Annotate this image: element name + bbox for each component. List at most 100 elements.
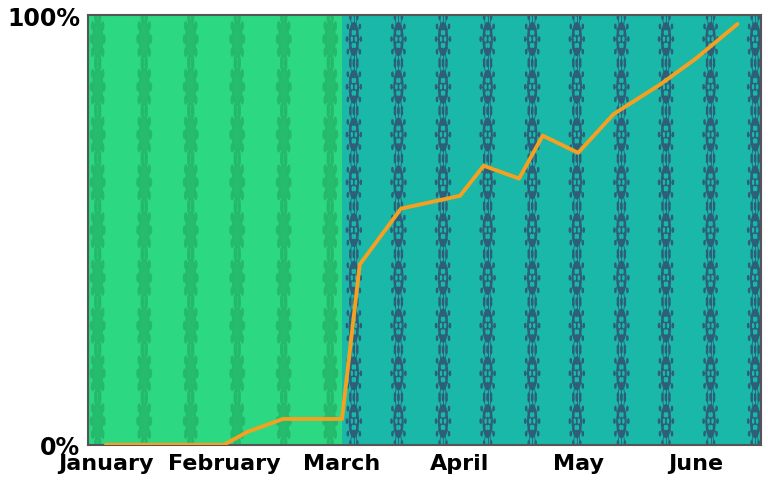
Circle shape: [760, 241, 762, 245]
Circle shape: [405, 38, 406, 42]
Circle shape: [353, 12, 354, 17]
Circle shape: [351, 85, 353, 90]
Circle shape: [238, 110, 240, 118]
Circle shape: [331, 200, 333, 208]
Circle shape: [624, 108, 625, 111]
Circle shape: [194, 49, 197, 57]
Circle shape: [446, 64, 447, 68]
Circle shape: [667, 372, 668, 375]
Circle shape: [449, 38, 451, 42]
Circle shape: [397, 92, 398, 96]
Circle shape: [717, 276, 718, 280]
Circle shape: [394, 310, 403, 342]
Circle shape: [749, 384, 750, 388]
Circle shape: [491, 206, 492, 211]
Circle shape: [624, 254, 625, 259]
Circle shape: [347, 73, 349, 77]
Circle shape: [238, 343, 240, 351]
Circle shape: [617, 310, 626, 342]
Circle shape: [98, 153, 101, 161]
Circle shape: [184, 383, 187, 391]
Circle shape: [486, 127, 487, 131]
Circle shape: [534, 228, 535, 232]
Circle shape: [749, 336, 750, 341]
Circle shape: [619, 324, 620, 328]
Circle shape: [354, 222, 356, 226]
Circle shape: [91, 84, 93, 92]
Circle shape: [439, 346, 440, 350]
Circle shape: [622, 187, 623, 191]
Circle shape: [531, 254, 533, 258]
Circle shape: [622, 92, 623, 96]
Circle shape: [397, 413, 398, 417]
Circle shape: [98, 343, 101, 351]
Circle shape: [617, 155, 618, 159]
Circle shape: [710, 203, 711, 207]
Circle shape: [398, 60, 399, 64]
Circle shape: [331, 343, 333, 351]
Circle shape: [758, 108, 760, 111]
Circle shape: [576, 346, 578, 350]
Circle shape: [285, 439, 286, 446]
Circle shape: [397, 44, 398, 48]
Circle shape: [145, 58, 147, 65]
Circle shape: [672, 85, 674, 90]
Circle shape: [665, 396, 667, 401]
Circle shape: [488, 330, 489, 334]
Circle shape: [538, 228, 540, 233]
Circle shape: [486, 32, 487, 36]
Circle shape: [578, 85, 579, 90]
Circle shape: [288, 356, 290, 364]
Circle shape: [349, 346, 351, 350]
Circle shape: [91, 335, 94, 343]
Circle shape: [753, 44, 755, 48]
Circle shape: [93, 165, 103, 201]
Circle shape: [491, 251, 492, 254]
Circle shape: [758, 206, 760, 211]
Circle shape: [285, 105, 286, 113]
Circle shape: [664, 32, 666, 36]
Circle shape: [525, 264, 527, 268]
Circle shape: [288, 144, 290, 153]
Circle shape: [531, 12, 533, 17]
Circle shape: [326, 117, 335, 153]
Circle shape: [711, 222, 712, 226]
Circle shape: [484, 346, 485, 350]
Circle shape: [353, 63, 354, 67]
Circle shape: [716, 73, 717, 77]
Circle shape: [483, 24, 492, 56]
Circle shape: [711, 44, 712, 48]
Circle shape: [184, 179, 186, 187]
Circle shape: [622, 365, 623, 369]
Circle shape: [704, 264, 705, 268]
Circle shape: [230, 132, 232, 139]
Circle shape: [357, 441, 358, 445]
Circle shape: [671, 146, 673, 150]
Circle shape: [91, 431, 94, 438]
Circle shape: [436, 120, 438, 125]
Circle shape: [346, 181, 347, 185]
Circle shape: [285, 153, 286, 161]
Circle shape: [391, 324, 392, 328]
Circle shape: [627, 384, 628, 388]
Circle shape: [194, 71, 197, 78]
Circle shape: [232, 213, 242, 249]
Circle shape: [354, 365, 356, 369]
Circle shape: [758, 346, 760, 350]
Circle shape: [664, 222, 666, 226]
Circle shape: [439, 397, 440, 401]
Circle shape: [439, 167, 448, 199]
Circle shape: [404, 336, 405, 341]
Circle shape: [667, 228, 668, 232]
Circle shape: [279, 165, 289, 201]
Circle shape: [392, 336, 393, 341]
Circle shape: [760, 50, 762, 55]
Circle shape: [238, 296, 240, 304]
Circle shape: [439, 251, 440, 254]
Circle shape: [580, 111, 581, 116]
Circle shape: [288, 71, 290, 78]
Circle shape: [493, 359, 495, 363]
Circle shape: [399, 32, 400, 36]
Circle shape: [704, 120, 705, 125]
Circle shape: [141, 14, 144, 23]
